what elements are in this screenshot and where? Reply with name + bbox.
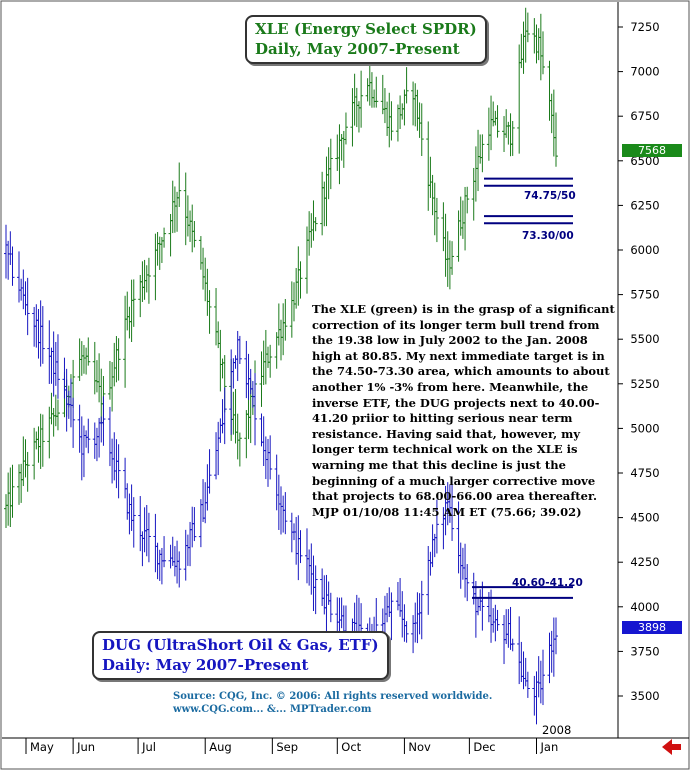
x-tick-label: Nov — [408, 740, 431, 754]
x-tick-label: May — [30, 740, 54, 754]
x-tick-label: Jan — [540, 740, 559, 754]
source-line-2: www.CQG.com... &... MPTrader.com — [173, 704, 372, 715]
analysis-note-line: resistance. Having said that, however, m… — [312, 426, 581, 441]
y-tick-label: 7000 — [630, 65, 659, 79]
analysis-note-line: warning me that this decline is just the — [312, 457, 566, 472]
source-credit: Source: CQG, Inc. © 2006: All rights res… — [173, 690, 492, 716]
dug-title-box: DUG (UltraShort Oil & Gas, ETF) Daily: M… — [92, 631, 389, 680]
analysis-note-line: another 1% -3% from here. Meanwhile, the — [312, 379, 589, 394]
y-tick-label: 7250 — [630, 20, 659, 34]
analysis-note-line: inverse ETF, the DUG projects next to 40… — [312, 395, 600, 410]
scroll-left-arrow-icon[interactable] — [662, 738, 682, 756]
x-tick-label: Oct — [341, 740, 361, 754]
y-tick-label: 5250 — [630, 377, 659, 391]
dug-target-label: 40.60-41.20 — [512, 577, 583, 589]
axes: 7250 7000 6750 6500 6250 6000 5750 5500 5250 5000… — [2, 2, 689, 754]
analysis-note-line: 41.20 priior to hitting serious near ter… — [312, 411, 573, 426]
analysis-note: The XLE (green) is in the grasp of a sig… — [312, 302, 622, 520]
y-tick-label: 3750 — [630, 644, 659, 658]
x-tick-label: Sep — [276, 740, 298, 754]
y-tick-label: 5500 — [630, 332, 659, 346]
dug-title-line-2: Daily: May 2007-Present — [102, 656, 309, 674]
y-tick-label: 4500 — [630, 511, 659, 525]
analysis-note-line: beginning of a much larger corrective mo… — [312, 473, 596, 488]
dug-last-price-tag: 3898 — [622, 621, 682, 634]
analysis-note-line: longer term technical work on the XLE is — [312, 442, 578, 457]
analysis-note-line: correction of its longer term bull trend… — [312, 317, 600, 332]
dug-title-line-1: DUG (UltraShort Oil & Gas, ETF) — [102, 636, 379, 654]
x-tick-label: Aug — [209, 740, 231, 754]
dug-price-series — [4, 224, 558, 725]
analysis-note-line: the 74.50-73.30 area, which amounts to a… — [312, 364, 610, 379]
analysis-note-line: that projects to 68.00-66.00 area therea… — [312, 489, 597, 504]
y-tick-label: 5750 — [630, 288, 659, 302]
xle-price-series — [4, 7, 558, 529]
source-line-1: Source: CQG, Inc. © 2006: All rights res… — [173, 691, 493, 702]
y-tick-label: 3500 — [630, 689, 659, 703]
xle-target-label-2: 73.30/00 — [522, 230, 574, 242]
xle-title-line-1: XLE (Energy Select SPDR) — [255, 20, 477, 38]
xle-target-label-1: 74.75/50 — [524, 190, 576, 202]
analysis-note-line: high at 80.85. My next immediate target … — [312, 348, 605, 363]
xle-title-line-2: Daily, May 2007-Present — [255, 40, 460, 58]
analysis-note-line: MJP 01/10/08 11:45 AM ET (75.66; 39.02) — [312, 504, 582, 519]
analysis-note-line: the 19.38 low in July 2002 to the Jan. 2… — [312, 333, 588, 348]
analysis-note-line: The XLE (green) is in the grasp of a sig… — [312, 302, 615, 316]
y-tick-label: 4000 — [630, 600, 659, 614]
y-tick-label: 6250 — [630, 198, 659, 212]
y-tick-label: 5000 — [630, 421, 659, 435]
xle-title-box: XLE (Energy Select SPDR) Daily, May 2007… — [245, 15, 487, 64]
x-tick-label: Jun — [76, 740, 95, 754]
x-tick-label: Dec — [473, 740, 495, 754]
y-tick-label: 4750 — [630, 466, 659, 480]
xle-last-price-tag: 7568 — [622, 144, 682, 157]
x-tick-label: Jul — [141, 740, 156, 754]
y-tick-label: 6500 — [630, 154, 659, 168]
y-tick-label: 6000 — [630, 243, 659, 257]
y-tick-label: 4250 — [630, 555, 659, 569]
plot-area — [4, 7, 573, 725]
x-year-label: 2008 — [542, 723, 571, 737]
y-tick-label: 6750 — [630, 109, 659, 123]
